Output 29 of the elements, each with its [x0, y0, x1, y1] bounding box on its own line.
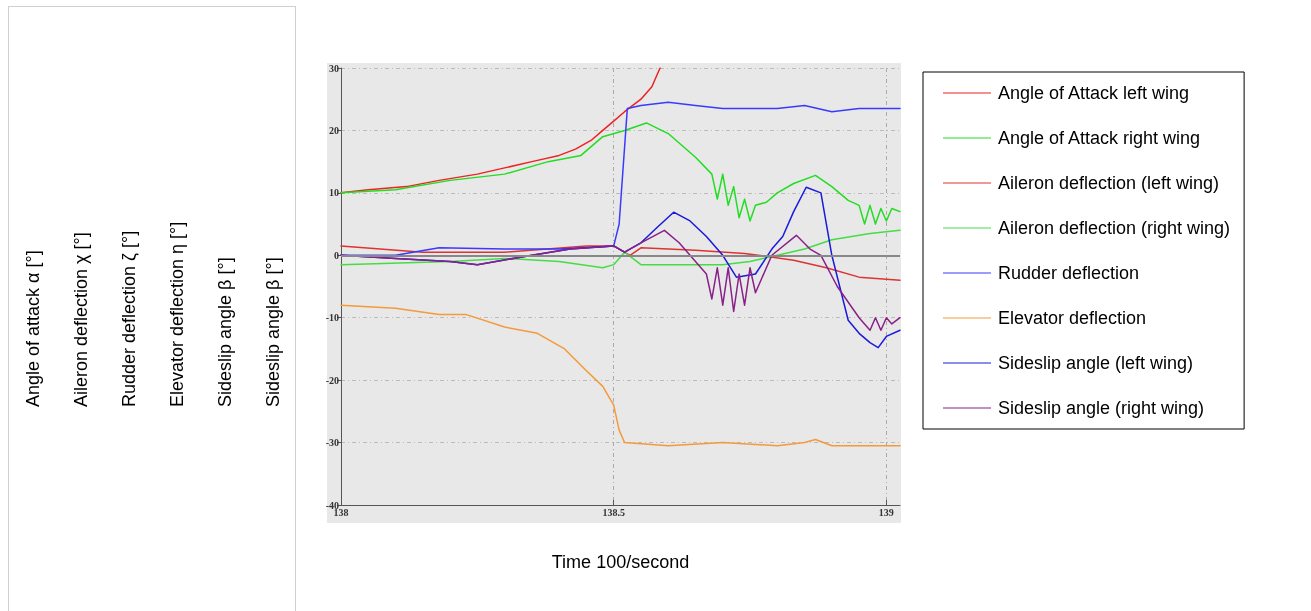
- line-series: [340, 304, 901, 447]
- x-axis-title: Time 100/second: [551, 552, 690, 572]
- y-tick-label: 10: [329, 187, 339, 199]
- text: Sideslip angle β [°]: [215, 257, 236, 407]
- line-series: [340, 245, 901, 282]
- y-tick-label: -20: [325, 374, 339, 386]
- legend-label: Rudder deflection: [998, 263, 1140, 283]
- legend-label: Aileron deflection (left wing): [998, 173, 1220, 193]
- text: Rudder deflection ζ [°]: [119, 230, 140, 407]
- legend-label: Sideslip angle (left wing): [998, 353, 1194, 373]
- text: Sideslip angle β [°]: [263, 257, 284, 407]
- y-tick-label: 30: [329, 62, 339, 74]
- line-series: [340, 122, 901, 225]
- line-series: [340, 229, 901, 269]
- legend-label: Angle of Attack left wing: [998, 83, 1190, 103]
- legend-label: Elevator deflection: [998, 308, 1147, 328]
- legend-label: Angle of Attack right wing: [998, 128, 1201, 148]
- text: Angle of attack α [°]: [23, 250, 44, 407]
- legend-label: Sideslip angle (right wing): [998, 398, 1205, 418]
- text: Elevator deflection η [°]: [167, 221, 188, 407]
- x-tick-label: 139: [878, 506, 894, 518]
- y-tick-label: 0: [334, 249, 339, 261]
- x-tick-label: 138.5: [602, 506, 625, 518]
- y-tick-label: 20: [329, 124, 339, 136]
- line-series: [340, 229, 901, 331]
- legend-label: Aileron deflection (right wing): [998, 218, 1231, 238]
- y-tick-label: -30: [325, 437, 339, 449]
- y-tick-label: -10: [325, 312, 339, 324]
- text: Aileron deflection χ [°]: [71, 232, 92, 407]
